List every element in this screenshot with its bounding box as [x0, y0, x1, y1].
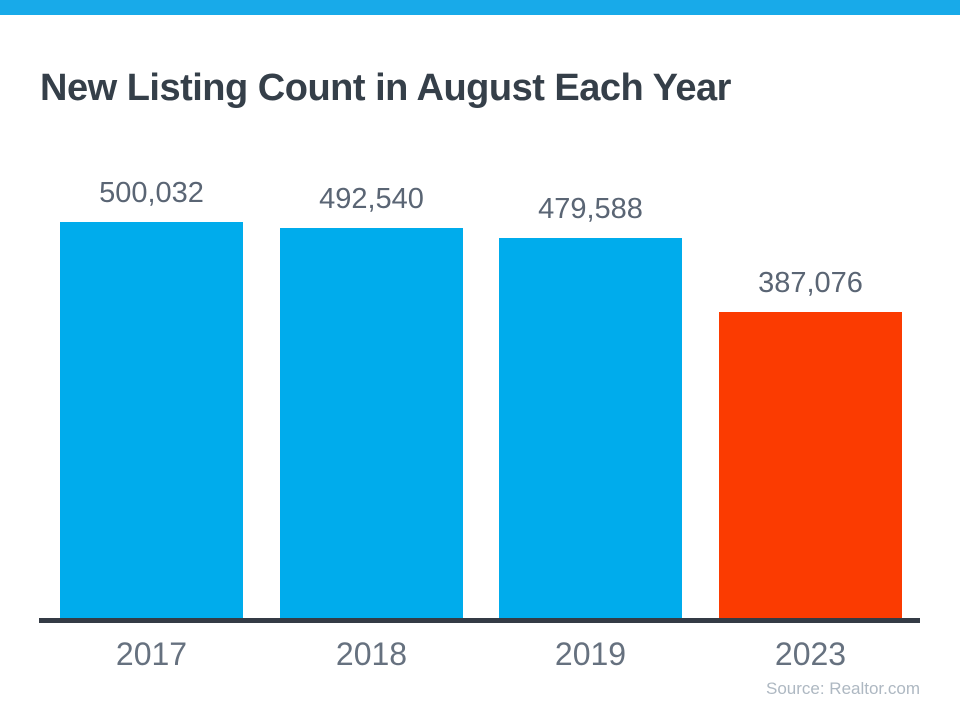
x-axis-label: 2023	[774, 636, 847, 672]
bar	[499, 238, 682, 619]
bar-group-2018: 492,540 2018	[280, 0, 463, 720]
bar-group-2023: 387,076 2023	[719, 0, 902, 720]
chart-title: New Listing Count in August Each Year	[40, 67, 731, 110]
bar	[280, 228, 463, 619]
bar-value-label: 479,588	[538, 193, 643, 225]
bar	[60, 222, 243, 619]
source-attribution: Source: Realtor.com	[765, 679, 920, 698]
top-accent-strip	[0, 0, 960, 15]
x-axis-label: 2019	[554, 636, 627, 672]
bar-value-label: 492,540	[319, 183, 424, 215]
bar-group-2017: 500,032 2017	[60, 0, 243, 720]
x-axis-line	[39, 618, 920, 623]
bar-value-label: 500,032	[99, 177, 204, 209]
bar	[719, 312, 902, 619]
x-axis-label: 2017	[115, 636, 188, 672]
bar-group-2019: 479,588 2019	[499, 0, 682, 720]
bar-value-label: 387,076	[758, 267, 863, 299]
x-axis-label: 2018	[335, 636, 408, 672]
